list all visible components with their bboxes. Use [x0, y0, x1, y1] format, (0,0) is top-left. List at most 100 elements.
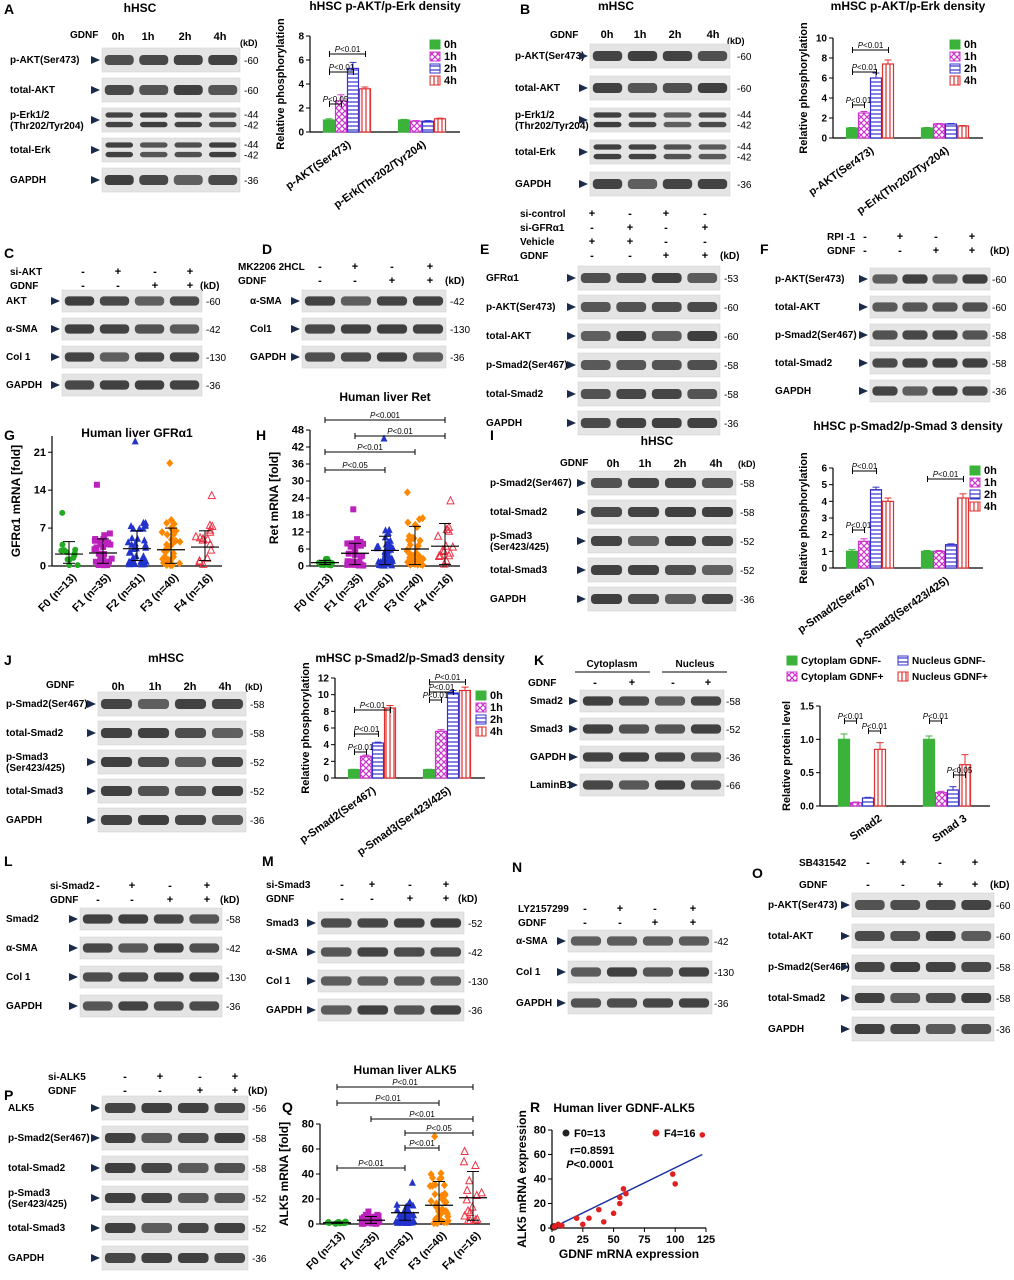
blot-strip — [317, 998, 465, 1022]
condition-label: si-control — [520, 209, 566, 220]
data-point — [380, 434, 388, 442]
data-point — [170, 519, 178, 528]
blot-strip — [101, 1125, 249, 1151]
row-arrow-icon — [579, 180, 588, 188]
blot-band — [580, 359, 611, 371]
blot-band — [340, 324, 372, 334]
condition-sign: - — [96, 894, 100, 906]
bar — [944, 123, 958, 139]
blot-strip — [79, 936, 223, 960]
legend-swatch — [475, 714, 487, 725]
bar — [881, 500, 895, 569]
data-point — [108, 555, 115, 562]
row-arrow-icon — [579, 52, 588, 60]
row-label: GAPDH — [6, 815, 42, 826]
row-arrow-icon — [841, 994, 850, 1002]
condition-sign: + — [933, 245, 939, 257]
legend-label: 1h — [444, 51, 457, 63]
row-arrow-icon — [567, 419, 576, 427]
legend-label: F0=13 — [574, 1128, 606, 1140]
row-arrow-icon — [579, 148, 588, 156]
condition-sign: + — [589, 236, 595, 248]
legend-swatch — [949, 51, 961, 62]
row-label: Col 1 — [6, 352, 31, 363]
data-point — [131, 437, 139, 445]
blot-band — [430, 1005, 462, 1015]
blot-band — [139, 142, 168, 148]
data-point — [125, 548, 133, 556]
kd-marker: -52 — [726, 725, 741, 736]
legend-label: 2h — [964, 63, 977, 75]
panel-letter: N — [512, 859, 522, 875]
blot-band — [902, 302, 928, 312]
y-tick-label: 1.5 — [800, 702, 814, 713]
blot-band — [582, 696, 614, 706]
kd-marker: -58 — [992, 331, 1007, 342]
blot-band — [105, 151, 134, 158]
blot-band — [214, 1102, 246, 1114]
blot-band — [173, 174, 203, 186]
blot-strip — [589, 43, 731, 69]
y-tick-label: 2 — [821, 530, 827, 541]
blot-band — [932, 386, 958, 396]
x-tick-label: 50 — [607, 1234, 619, 1246]
blot-band — [340, 296, 372, 306]
bar — [359, 755, 373, 779]
blot-background — [567, 960, 713, 984]
row-arrow-icon — [91, 146, 100, 154]
condition-sign: - — [618, 917, 622, 929]
blot-band — [153, 914, 184, 924]
p-value-annotation: P<0.01 — [409, 1139, 435, 1148]
y-tick-label: 21 — [34, 447, 46, 459]
blot-band — [141, 1222, 173, 1234]
data-point — [158, 528, 166, 537]
row-label: total-Smad2 — [768, 993, 826, 1004]
kd-marker: -44 — [244, 140, 259, 151]
blot-strip — [577, 381, 721, 407]
blot-background — [589, 139, 731, 165]
blot-band — [854, 1023, 885, 1035]
data-point — [362, 1211, 369, 1218]
kd-marker: -36 — [226, 1002, 241, 1013]
y-tick-label: 60 — [534, 1149, 546, 1161]
blot-background — [79, 965, 223, 989]
time-label: 2h — [184, 681, 197, 693]
data-point — [442, 1206, 450, 1215]
data-point — [616, 1200, 623, 1207]
panel-letter: C — [4, 245, 14, 261]
row-arrow-icon — [859, 303, 868, 311]
p-value-annotation: P<0.01 — [357, 443, 383, 452]
bar — [347, 769, 361, 779]
blot-band — [320, 1005, 352, 1015]
kd-marker: -60 — [996, 901, 1011, 912]
bar — [845, 127, 859, 139]
y-tick-label: 0.0 — [800, 802, 814, 813]
p-value-annotation: P<0.01 — [852, 63, 878, 72]
blot-band — [690, 724, 722, 734]
legend-label: 1h — [490, 702, 503, 714]
legend-label: 1h — [964, 51, 977, 63]
condition-sign: + — [232, 1085, 238, 1097]
row-label: p-AKT(Ser473) — [10, 55, 79, 66]
y-axis-label: Relative protein level — [781, 701, 793, 811]
condition-sign: + — [407, 893, 413, 905]
row-label: total-Smad3 — [6, 786, 64, 797]
condition-sign: + — [627, 222, 633, 234]
bar-chart: hHSC p-AKT/p-Erk density 0 2 4 6 8 Relative ph… — [275, 0, 461, 211]
blot-band — [177, 1162, 209, 1174]
data-point — [207, 521, 217, 530]
row-arrow-icon — [577, 537, 586, 545]
blot-strip — [589, 171, 731, 197]
blot-band — [616, 388, 647, 400]
row-arrow-icon — [51, 353, 60, 361]
kd-marker: -130 — [226, 973, 246, 984]
bar — [837, 738, 851, 807]
blot-band — [678, 967, 710, 977]
kd-marker: -36 — [714, 999, 729, 1010]
blot-strip — [577, 410, 721, 436]
p-value-annotation: P<0.01 — [923, 712, 949, 721]
blot-band — [654, 752, 686, 762]
kd-marker: -52 — [740, 537, 755, 548]
p-value-annotation: P<0.05 — [342, 461, 368, 470]
blot-band — [590, 593, 623, 605]
